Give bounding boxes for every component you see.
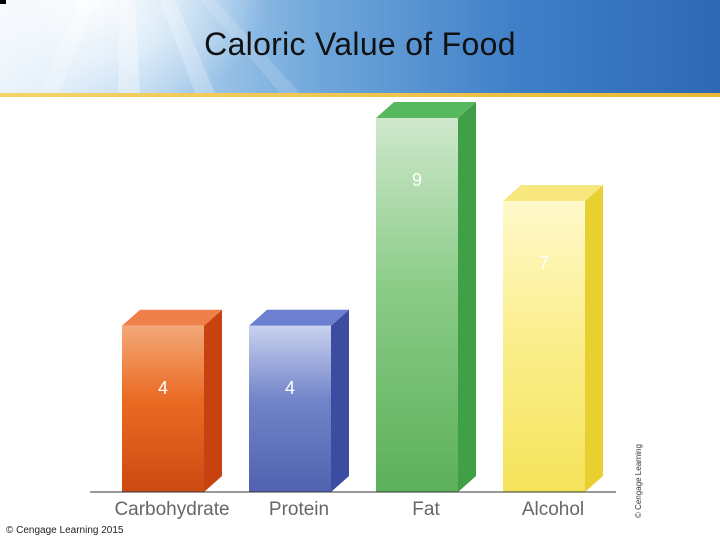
banner-rule: [0, 93, 720, 97]
sun-glow: [0, 0, 270, 93]
bar-carbohydrate: [122, 309, 222, 492]
bar-top: [503, 185, 603, 202]
bar-top: [122, 309, 222, 326]
category-label-carbohydrate: Carbohydrate: [114, 499, 229, 520]
category-label-protein: Protein: [269, 499, 329, 520]
bar-side: [204, 309, 222, 492]
copyright-side: © Cengage Learning: [634, 444, 643, 518]
copyright-bottom: © Cengage Learning 2015: [6, 525, 124, 536]
category-label-fat: Fat: [412, 499, 440, 520]
bar-front: [503, 201, 585, 492]
bar-top: [376, 102, 476, 118]
page-title: Caloric Value of Food: [204, 26, 516, 62]
bar-protein: [249, 309, 349, 492]
bar-fat: [376, 102, 476, 492]
sun-rays: [40, 0, 300, 93]
value-label-protein: 4: [285, 378, 295, 398]
bar-side: [585, 185, 603, 492]
bar-front: [122, 325, 204, 492]
value-label-carbohydrate: 4: [158, 378, 168, 398]
bar-side: [331, 309, 349, 492]
bar-top: [249, 309, 349, 326]
category-label-alcohol: Alcohol: [522, 499, 584, 520]
bar-side: [458, 102, 476, 492]
bar-front: [249, 325, 331, 492]
value-label-alcohol: 7: [539, 253, 549, 273]
bar-front: [376, 118, 458, 492]
bar-alcohol: [503, 185, 603, 492]
title-banner: [0, 0, 720, 93]
corner-mark: [0, 0, 6, 4]
value-label-fat: 9: [412, 170, 422, 190]
